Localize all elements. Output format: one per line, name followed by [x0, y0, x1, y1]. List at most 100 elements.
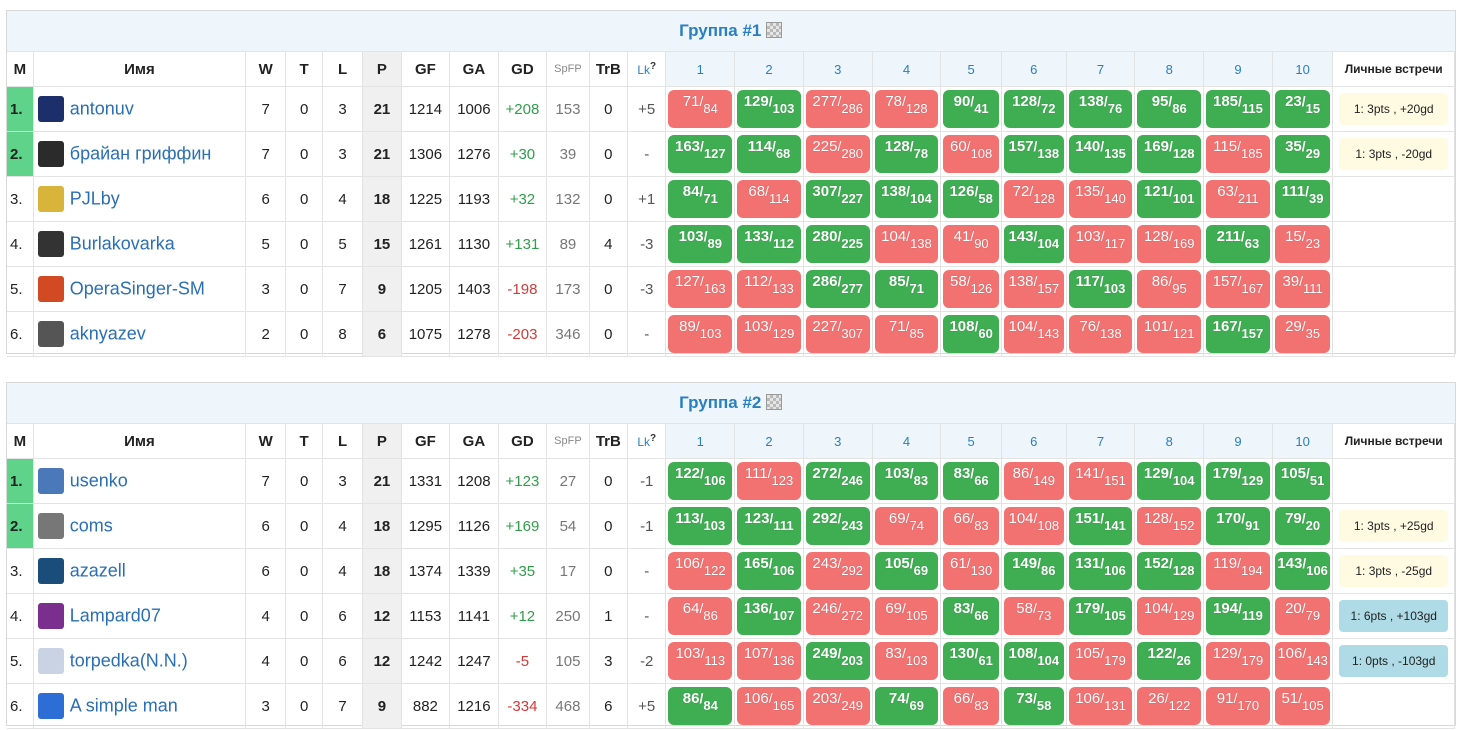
match-loss[interactable]: 119/194 — [1206, 552, 1270, 590]
group-title[interactable]: Группа #2 — [679, 393, 762, 412]
col-header-opponent-7[interactable]: 7 — [1066, 423, 1136, 459]
match-win[interactable]: 131/106 — [1068, 552, 1133, 590]
hat-person-icon[interactable] — [37, 231, 64, 257]
match-loss[interactable]: 106/122 — [668, 552, 733, 590]
match-loss[interactable]: 203/249 — [805, 687, 870, 725]
match-loss[interactable]: 103/129 — [737, 315, 801, 353]
match-win[interactable]: 169/128 — [1137, 135, 1202, 173]
match-loss[interactable]: 115/185 — [1206, 135, 1270, 173]
match-win[interactable]: 35/29 — [1274, 135, 1331, 173]
col-header-opponent-1[interactable]: 1 — [665, 423, 736, 459]
match-win[interactable]: 130/61 — [943, 642, 999, 680]
match-loss[interactable]: 78/128 — [874, 90, 939, 128]
col-header-gf[interactable]: GF — [401, 51, 451, 87]
match-win[interactable]: 129/103 — [737, 90, 801, 128]
match-loss[interactable]: 76/138 — [1068, 315, 1133, 353]
col-header-opponent-5[interactable]: 5 — [940, 51, 1002, 87]
col-header-t[interactable]: T — [285, 51, 323, 87]
match-win[interactable]: 170/91 — [1206, 507, 1270, 545]
col-header-opponent-9[interactable]: 9 — [1203, 423, 1273, 459]
match-loss[interactable]: 128/169 — [1137, 225, 1202, 263]
match-loss[interactable]: 68/114 — [737, 180, 801, 218]
match-loss[interactable]: 157/167 — [1206, 270, 1270, 308]
col-header-l[interactable]: L — [322, 51, 364, 87]
match-win[interactable]: 114/68 — [737, 135, 801, 173]
match-loss[interactable]: 72/128 — [1003, 180, 1064, 218]
match-win[interactable]: 165/106 — [737, 552, 801, 590]
crosstable-icon[interactable] — [766, 394, 783, 410]
match-win[interactable]: 86/84 — [668, 687, 733, 725]
col-header-opponent-3[interactable]: 3 — [803, 423, 873, 459]
match-loss[interactable]: 61/130 — [943, 552, 999, 590]
player-name-link[interactable]: OperaSinger-SM — [69, 278, 205, 299]
match-win[interactable]: 211/63 — [1206, 225, 1270, 263]
match-loss[interactable]: 89/103 — [668, 315, 733, 353]
col-header-opponent-2[interactable]: 2 — [734, 51, 804, 87]
match-loss[interactable]: 66/83 — [943, 507, 999, 545]
match-win[interactable]: 121/101 — [1137, 180, 1202, 218]
player-name-link[interactable]: usenko — [69, 470, 128, 491]
match-loss[interactable]: 20/79 — [1274, 597, 1331, 635]
player-name-link[interactable]: aknyazev — [69, 323, 146, 344]
match-win[interactable]: 143/104 — [1003, 225, 1064, 263]
col-header-m[interactable]: M — [7, 423, 34, 459]
emblem-icon[interactable] — [37, 468, 64, 494]
match-loss[interactable]: 51/105 — [1274, 687, 1331, 725]
match-loss[interactable]: 39/111 — [1274, 270, 1331, 308]
match-loss[interactable]: 26/122 — [1137, 687, 1202, 725]
col-header-trb[interactable]: TrB — [589, 51, 629, 87]
match-win[interactable]: 151/141 — [1068, 507, 1133, 545]
match-loss[interactable]: 104/108 — [1003, 507, 1064, 545]
player-name-link[interactable]: Lampard07 — [69, 605, 161, 626]
match-win[interactable]: 307/227 — [805, 180, 870, 218]
runner-icon[interactable] — [37, 321, 64, 347]
match-loss[interactable]: 64/86 — [668, 597, 733, 635]
match-win[interactable]: 122/26 — [1137, 642, 1202, 680]
match-loss[interactable]: 129/179 — [1206, 642, 1270, 680]
player-name-link[interactable]: брайан гриффин — [69, 143, 212, 164]
match-win[interactable]: 163/127 — [668, 135, 733, 173]
match-loss[interactable]: 71/85 — [874, 315, 939, 353]
lk-help-icon[interactable]: ? — [650, 61, 657, 72]
col-header-opponent-2[interactable]: 2 — [734, 423, 804, 459]
match-loss[interactable]: 112/133 — [737, 270, 801, 308]
match-win[interactable]: 90/41 — [943, 90, 999, 128]
match-loss[interactable]: 86/149 — [1003, 462, 1064, 500]
match-loss[interactable]: 106/143 — [1274, 642, 1331, 680]
match-loss[interactable]: 69/105 — [874, 597, 939, 635]
match-win[interactable]: 23/15 — [1274, 90, 1331, 128]
player-name-link[interactable]: antonuv — [69, 98, 134, 119]
col-header-opponent-4[interactable]: 4 — [872, 423, 942, 459]
col-header-spfp[interactable]: SpFP — [546, 51, 590, 87]
match-loss[interactable]: 107/136 — [737, 642, 801, 680]
portrait-icon[interactable] — [37, 513, 64, 539]
match-loss[interactable]: 128/152 — [1137, 507, 1202, 545]
match-win[interactable]: 133/112 — [737, 225, 801, 263]
col-header-opponent-6[interactable]: 6 — [1001, 51, 1067, 87]
col-header-m[interactable]: M — [7, 51, 34, 87]
col-header-ga[interactable]: GA — [449, 423, 499, 459]
match-win[interactable]: 73/58 — [1003, 687, 1064, 725]
match-win[interactable]: 122/106 — [668, 462, 733, 500]
match-win[interactable]: 179/105 — [1068, 597, 1133, 635]
player-name-link[interactable]: azazell — [69, 560, 126, 581]
match-win[interactable]: 83/66 — [943, 462, 999, 500]
match-win[interactable]: 179/129 — [1206, 462, 1270, 500]
col-header-opponent-10[interactable]: 10 — [1272, 51, 1334, 87]
col-header-name[interactable]: Имя — [33, 423, 247, 459]
col-header-lk[interactable]: Lk? — [627, 423, 667, 459]
match-loss[interactable]: 15/23 — [1274, 225, 1331, 263]
col-header-l[interactable]: L — [322, 423, 364, 459]
match-win[interactable]: 143/106 — [1274, 552, 1331, 590]
match-loss[interactable]: 111/123 — [737, 462, 801, 500]
match-loss[interactable]: 86/95 — [1137, 270, 1202, 308]
match-win[interactable]: 79/20 — [1274, 507, 1331, 545]
card-16-icon[interactable] — [37, 141, 64, 167]
match-win[interactable]: 84/71 — [668, 180, 733, 218]
match-loss[interactable]: 227/307 — [805, 315, 870, 353]
match-loss[interactable]: 277/286 — [805, 90, 870, 128]
match-loss[interactable]: 101/121 — [1137, 315, 1202, 353]
match-win[interactable]: 149/86 — [1003, 552, 1064, 590]
col-header-trb[interactable]: TrB — [589, 423, 629, 459]
match-loss[interactable]: 29/35 — [1274, 315, 1331, 353]
